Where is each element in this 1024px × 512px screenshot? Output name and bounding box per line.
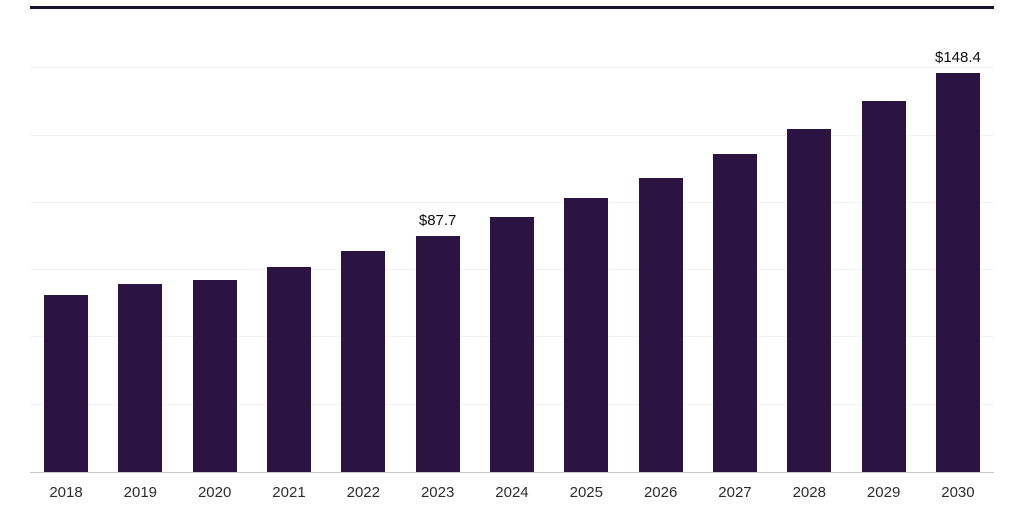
bar-column-2023: $87.7 <box>415 9 460 472</box>
x-tick-label-2020: 2020 <box>197 483 232 501</box>
x-tick-label-2025: 2025 <box>569 483 603 501</box>
bar-2030 <box>935 72 980 472</box>
gridline-125 <box>30 134 994 136</box>
bar-column-2018 <box>44 9 88 472</box>
bar-column-2026 <box>638 9 683 472</box>
gridline-150 <box>30 67 994 69</box>
value-label-2023: $87.7 <box>418 211 457 229</box>
bar-2027 <box>712 154 757 472</box>
bar-column-2029 <box>861 9 906 472</box>
bar-2022 <box>341 251 386 472</box>
x-tick-label-2028: 2028 <box>792 483 826 501</box>
x-tick-label-2027: 2027 <box>718 483 752 501</box>
gridline-100 <box>30 201 994 203</box>
bar-column-2025 <box>564 9 609 472</box>
value-label-2030: $148.4 <box>934 48 981 66</box>
x-tick-label-2021: 2021 <box>272 483 306 501</box>
x-tick-label-2022: 2022 <box>346 483 380 501</box>
bar-2021 <box>266 267 311 472</box>
x-tick-label-2029: 2029 <box>866 483 901 501</box>
x-axis-labels: 2018 2019 2020 2021 2022 2023 2024 2025 2026 2027… <box>30 474 994 510</box>
bar-column-2021 <box>266 9 311 472</box>
bar-column-2020 <box>192 9 237 472</box>
bar-column-2022 <box>341 9 386 472</box>
x-tick-label-2023: 2023 <box>420 483 455 501</box>
bar-2018 <box>44 295 88 472</box>
bar-column-2019 <box>118 9 163 472</box>
bar-2019 <box>118 284 163 472</box>
x-tick-label-2024: 2024 <box>495 483 529 501</box>
bar-2028 <box>787 129 832 472</box>
bar-2026 <box>638 178 683 472</box>
bar-2024 <box>489 217 534 472</box>
bar-2025 <box>564 197 609 472</box>
bar-column-2030: $148.4 <box>934 9 981 472</box>
bar-column-2028 <box>787 9 832 472</box>
x-tick-label-2018: 2018 <box>49 483 83 501</box>
x-tick-label-2026: 2026 <box>643 483 678 501</box>
bars-container: $87.7 $148.4 <box>30 9 994 472</box>
plot-area: $87.7 $148.4 <box>30 6 994 473</box>
bar-column-2024 <box>489 9 534 472</box>
x-tick-label-2019: 2019 <box>123 483 158 501</box>
bar-2029 <box>861 101 906 472</box>
bar-2020 <box>192 279 237 472</box>
x-tick-label-2030: 2030 <box>941 483 975 501</box>
bar-2023 <box>415 235 460 472</box>
bar-column-2027 <box>712 9 757 472</box>
